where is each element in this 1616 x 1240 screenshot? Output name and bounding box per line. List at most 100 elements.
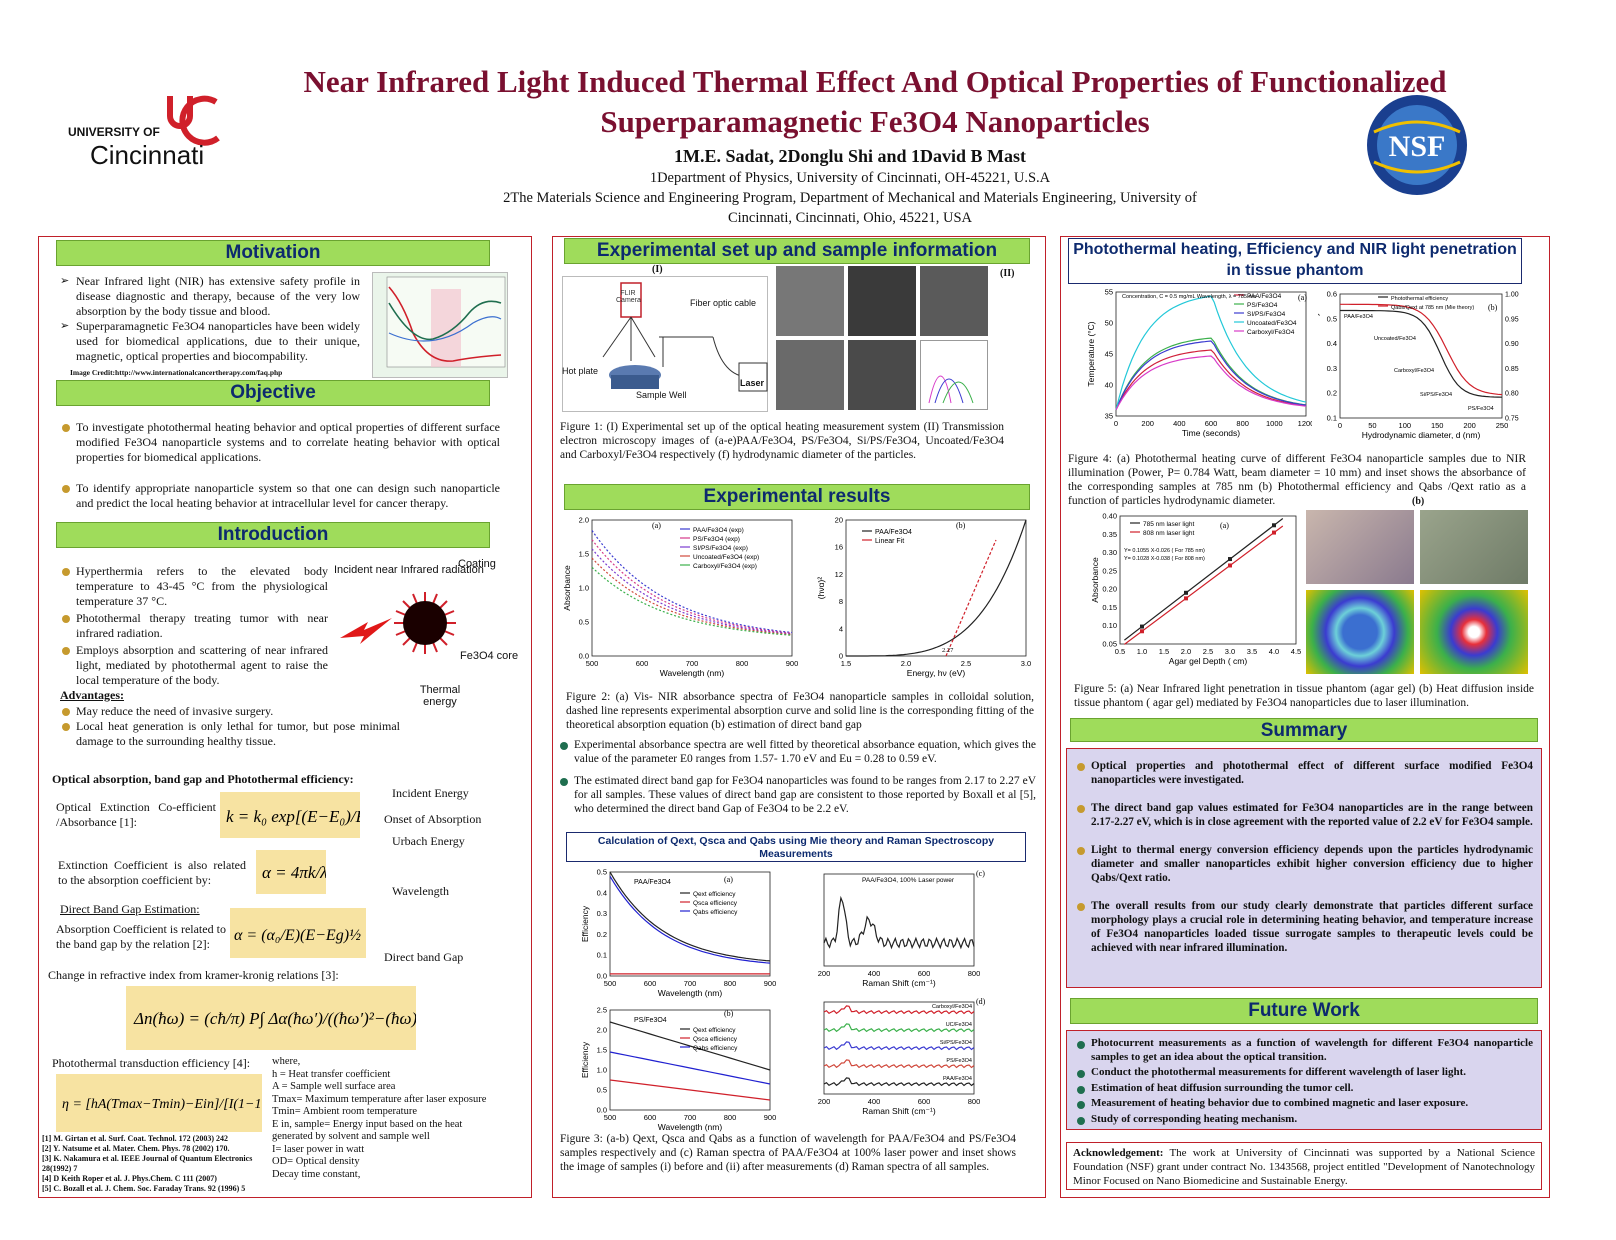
fig2b-x-tick-label: 2.0 xyxy=(901,659,911,668)
fig4b-y2-tick-label: 0.85 xyxy=(1505,366,1519,373)
label-fe3o4-core: Fe3O4 core xyxy=(460,650,519,662)
fig2b-x-tick-label: 1.5 xyxy=(841,659,851,668)
fig3d-x-tick-label: 200 xyxy=(818,1097,831,1106)
fig5a-y-tick-label: 0.35 xyxy=(1102,530,1117,539)
agar-photo-after xyxy=(1420,510,1528,584)
affiliation-3: Cincinnati, Cincinnati, Ohio, 45221, USA xyxy=(727,210,973,226)
nanoparticle-diagram xyxy=(330,560,520,710)
fig3a-y-tick-label: 0.3 xyxy=(597,909,607,918)
fig3a-y-tick-label: 0.4 xyxy=(597,888,607,897)
fig5a-fit-equation: Y= 0.1028 X-0.038 ( For 808 nm) xyxy=(1124,556,1205,562)
equation-bandgap: α = (α₀/E)(E−Eg)½ xyxy=(230,908,366,958)
fig4b-point-label: Si/PS/Fe3O4 xyxy=(1420,392,1452,398)
fig2a-y-tick-label: 0.5 xyxy=(579,618,589,627)
fig3d-x-tick-label: 800 xyxy=(968,1097,981,1106)
reference-item: [5] C. Bozall et al. J. Chem. Soc. Farad… xyxy=(42,1184,246,1193)
fig3c-y-axis-label: Counts xyxy=(802,907,804,934)
fig4b-x-tick-label: 250 xyxy=(1496,421,1509,430)
figure1-caption: Figure 1: (I) Experimental set up of the… xyxy=(560,421,1004,461)
advantages-list: May reduce the need of invasive surgery.… xyxy=(60,704,400,749)
fig3b-panel-letter: (b) xyxy=(724,1009,734,1018)
fig3d-series-label: UC/Fe3O4 xyxy=(946,1022,972,1028)
fig4a-x-tick-label: 600 xyxy=(1205,419,1218,428)
fig3b-y-axis-label: Efficiency xyxy=(580,1041,590,1078)
optical-heading: Optical absorption, band gap and Phototh… xyxy=(52,772,354,786)
fig5a-fit-equation: Y= 0.1055 X-0.026 ( For 785 nm) xyxy=(1124,548,1205,554)
svg-text:k = k₀ exp[(E−E₀)/Eᵤ]: k = k₀ exp[(E−E₀)/Eᵤ] xyxy=(226,807,360,826)
fig3b-y-tick-label: 0.0 xyxy=(597,1106,607,1115)
university-logo: UNIVERSITY OF Cincinnati xyxy=(66,92,236,172)
figure4a-chart: 0 200 400 600 800 1000 1200 35 40 45 50 55 Time (sec… xyxy=(1086,288,1314,448)
acknowledgement-label: Acknowledgement: xyxy=(1073,1147,1164,1159)
fig5a-data-point xyxy=(1140,629,1144,634)
fig3a-series-line xyxy=(609,871,771,962)
fig3b-x-tick-label: 600 xyxy=(644,1113,657,1122)
fig4b-x-tick-label: 50 xyxy=(1368,421,1376,430)
image-credit: Image Credit:http://www.internationalcan… xyxy=(70,368,283,377)
fig3c-x-tick-label: 400 xyxy=(868,969,881,978)
fig2a-x-tick-label: 900 xyxy=(786,659,799,668)
where-item: Tmin= Ambient room temperature xyxy=(272,1106,418,1117)
fig2b-y-axis-label: (hνα)² xyxy=(816,577,826,600)
fig3b-y-tick-label: 2.0 xyxy=(597,1026,607,1035)
fig4a-y-tick-label: 50 xyxy=(1105,319,1113,328)
fig3c-x-axis-label: Raman Shift (cm⁻¹) xyxy=(862,978,936,988)
reference-item: [3] K. Nakamura et al. IEEE Journal of Q… xyxy=(42,1154,253,1173)
reference-item: [1] M. Girtan et al. Surf. Coat. Technol… xyxy=(42,1134,228,1143)
figure4-caption: Figure 4: (a) Photothermal heating curve… xyxy=(1068,453,1526,507)
fig5a-data-point xyxy=(1272,523,1276,528)
fig4b-y-axis-label: Photothermal efficiency xyxy=(1318,311,1320,400)
eq-label-urbach: Urbach Energy xyxy=(392,834,465,848)
eq-label-direct-est: Direct Band Gap Estimation: xyxy=(60,902,200,916)
eq-label-extinction: Optical Extinction Co-efficient /Absorba… xyxy=(56,800,216,829)
fig4a-x-tick-label: 200 xyxy=(1141,419,1154,428)
summary-item: Optical properties and photothermal effe… xyxy=(1075,759,1533,787)
fig2a-plot-frame xyxy=(591,519,793,657)
fig3d-series-label: PS/Fe3O4 xyxy=(946,1058,972,1064)
fig3c-x-tick-label: 200 xyxy=(818,969,831,978)
fig5a-data-point xyxy=(1228,563,1232,568)
fig2a-y-tick-label: 2.0 xyxy=(579,516,589,525)
poster-title-line2: Superparamagnetic Fe3O4 Nanoparticles xyxy=(600,104,1150,139)
fig3a-y-tick-label: 0.2 xyxy=(597,930,607,939)
fig5a-x-tick-label: 1.0 xyxy=(1137,647,1147,656)
figure3c-svg: 200 400 600 800 Raman Shift (cm⁻¹) Counts PAA/… xyxy=(794,869,985,988)
fig3a-x-axis-label: Wavelength (nm) xyxy=(658,988,723,998)
fig2a-series-line xyxy=(591,530,793,634)
fig4a-series-line xyxy=(1115,355,1307,411)
fig4a-legend-entry: Uncoated/Fe3O4 xyxy=(1247,320,1297,327)
motivation-list: Near Infrared light (NIR) has extensive … xyxy=(60,274,360,364)
future-item: Study of corresponding heating mechanism… xyxy=(1075,1113,1533,1127)
introduction-list: Hyperthermia refers to the elevated body… xyxy=(60,564,328,688)
fig5a-data-point xyxy=(1272,530,1276,535)
fig2a-y-tick-label: 1.0 xyxy=(579,584,589,593)
fig4b-y2-tick-label: 0.80 xyxy=(1505,391,1519,398)
thermal-image-1 xyxy=(1306,590,1414,674)
nir-window-figure xyxy=(372,272,508,378)
fig2a-y-tick-label: 0.0 xyxy=(579,652,589,661)
fig4b-efficiency-line xyxy=(1340,309,1503,398)
future-work-box: Photocurrent measurements as a function … xyxy=(1066,1030,1542,1130)
fig3a-series-line xyxy=(609,875,771,964)
equation-extinction: k = k₀ exp[(E−E₀)/Eᵤ] xyxy=(220,792,378,838)
fig3b-legend-entry: Qabs efficiency xyxy=(693,1045,738,1052)
label-panel-i: (I) xyxy=(652,264,663,275)
fig5a-fit-line xyxy=(1124,525,1284,645)
fig3b-x-tick-label: 800 xyxy=(724,1113,737,1122)
summary-heading: Summary xyxy=(1070,718,1538,742)
eq-label-incident-energy: Incident Energy xyxy=(392,786,469,800)
fig3d-y-axis-label: Counts xyxy=(802,1035,804,1062)
fig4a-x-axis-label: Time (seconds) xyxy=(1182,428,1240,438)
fig5a-x-axis-label: Agar gel Depth ( cm) xyxy=(1169,656,1248,666)
fig4b-point-label: Carboxyl/Fe3O4 xyxy=(1394,368,1434,374)
affiliation-1: 1Department of Physics, University of Ci… xyxy=(649,170,1051,186)
fig3c-x-tick-label: 800 xyxy=(968,969,981,978)
fig5a-x-tick-label: 4.0 xyxy=(1269,647,1279,656)
fig4a-series-line xyxy=(1115,340,1307,411)
fig3b-y-tick-label: 2.5 xyxy=(597,1006,607,1015)
figure3b-svg: 500 600 700 800 900 0.0 0.5 1.0 1.5 2.0 2.5 Wavelen… xyxy=(580,1006,776,1133)
acknowledgement-box: Acknowledgement: The work at University … xyxy=(1066,1142,1542,1190)
fig3b-y-tick-label: 0.5 xyxy=(597,1086,607,1095)
figure5-caption: Figure 5: (a) Near Infrared light penetr… xyxy=(1074,683,1534,709)
fig3b-x-tick-label: 500 xyxy=(604,1113,617,1122)
